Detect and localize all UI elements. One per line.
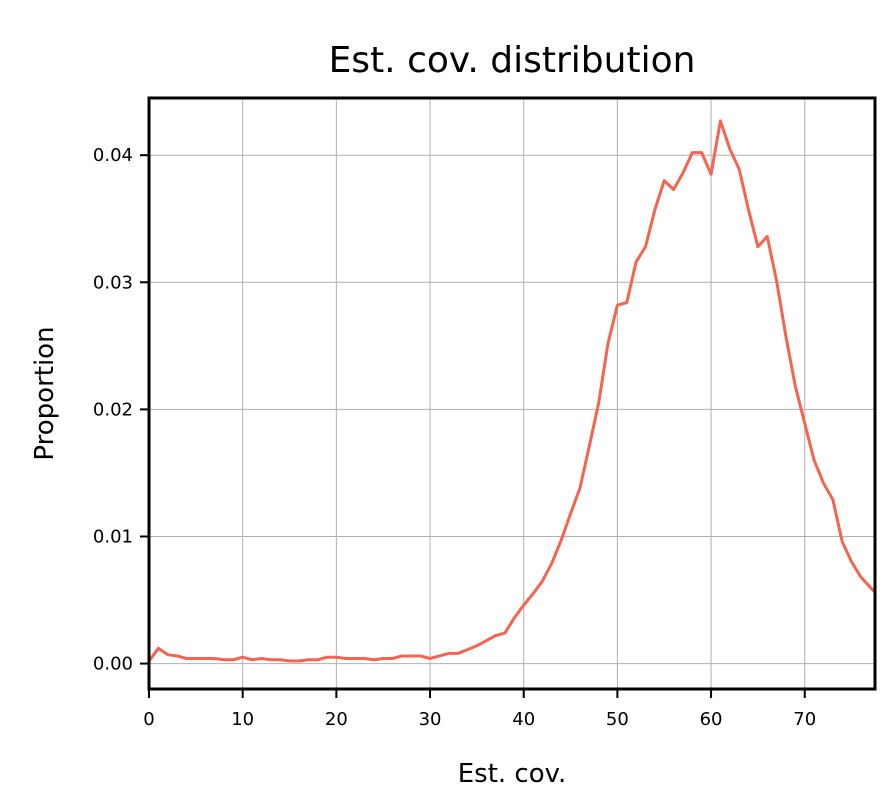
y-tick-label: 0.03 (93, 272, 133, 293)
series-line-0 (149, 119, 875, 663)
x-tick-label: 10 (231, 709, 254, 730)
series-layer (149, 119, 875, 663)
x-tick-label: 50 (606, 709, 629, 730)
grid-layer (148, 98, 875, 689)
y-tick-label: 0.01 (93, 526, 133, 547)
y-tick-label: 0.04 (93, 145, 133, 166)
x-axis-label: Est. cov. (458, 759, 567, 789)
axes-frame (147, 96, 877, 691)
tick-layer: 0 10 20 30 40 50 60 70 0.00 0.01 0.02 0.03 0.04 (93, 145, 816, 730)
x-tick-label: 40 (512, 709, 535, 730)
y-tick-label: 0.02 (93, 399, 133, 420)
chart-title: Est. cov. distribution (329, 40, 696, 81)
x-tick-label: 0 (143, 709, 154, 730)
x-tick-label: 70 (793, 709, 816, 730)
y-tick-label: 0.00 (93, 654, 133, 675)
x-tick-label: 60 (700, 709, 723, 730)
x-tick-label: 20 (325, 709, 348, 730)
x-tick-label: 30 (419, 709, 442, 730)
y-axis-label: Proportion (30, 326, 60, 460)
